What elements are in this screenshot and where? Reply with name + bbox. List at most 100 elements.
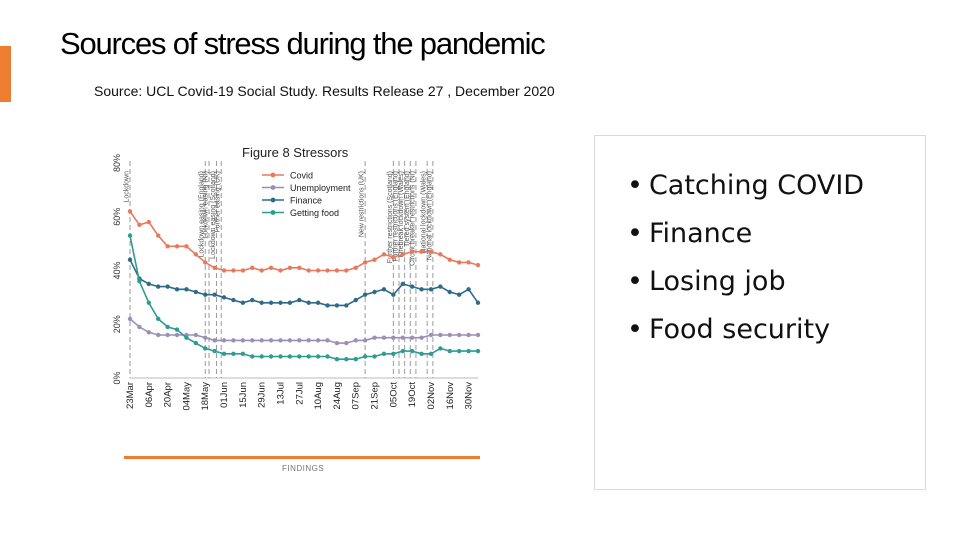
data-point — [221, 295, 227, 300]
data-point — [466, 260, 471, 265]
accent-bar — [0, 46, 11, 102]
data-point — [193, 252, 199, 257]
data-point — [409, 284, 415, 289]
data-point — [409, 348, 415, 354]
legend-entry: Unemployment — [290, 183, 351, 193]
x-tick-label: 13Jul — [275, 382, 286, 405]
x-tick-label: 15Jun — [238, 382, 249, 408]
data-point — [400, 281, 405, 287]
source-citation: Source: UCL Covid-19 Social Study. Resul… — [94, 83, 555, 99]
data-point — [438, 346, 443, 351]
data-point — [240, 338, 246, 343]
legend-entry: Covid — [290, 171, 313, 181]
data-point — [156, 233, 161, 238]
legend-swatch-marker — [270, 210, 276, 215]
data-point — [203, 346, 208, 351]
data-point — [456, 260, 462, 265]
data-point — [428, 249, 434, 254]
stressor-bullet: • Losing job — [627, 258, 864, 306]
data-point — [287, 354, 293, 359]
data-point — [221, 351, 227, 357]
data-point — [400, 335, 405, 340]
data-point — [409, 249, 415, 254]
data-point — [391, 335, 396, 340]
slide-title: Sources of stress during the pandemic — [60, 26, 546, 61]
data-point — [174, 332, 180, 338]
findings-rule — [124, 456, 480, 459]
data-point — [315, 300, 321, 305]
data-point — [475, 300, 481, 305]
data-point — [146, 219, 152, 225]
data-point — [203, 335, 208, 340]
data-point — [240, 351, 246, 357]
x-tick-label: 20Apr — [163, 382, 174, 407]
data-point — [203, 292, 208, 297]
data-point — [146, 281, 152, 287]
data-point — [184, 335, 189, 340]
data-point — [334, 268, 340, 273]
annotation-label: Further easing (UK) — [215, 171, 222, 232]
data-point — [362, 260, 368, 265]
legend-swatch-marker — [270, 172, 276, 178]
bullet-dot: • — [627, 218, 643, 249]
data-point — [428, 287, 434, 292]
stressors-chart: Figure 8 Stressors 0% 20% 40% 60% 80% Lockdown… — [100, 136, 490, 476]
data-point — [297, 354, 302, 359]
annotation-label: National lockdown (Wales) — [421, 171, 428, 254]
data-point — [306, 300, 311, 305]
data-point — [268, 338, 274, 343]
x-tick-label: 05Oct — [388, 382, 399, 408]
data-point — [419, 351, 424, 357]
data-point — [231, 297, 236, 303]
data-point — [419, 287, 424, 292]
data-point — [231, 268, 236, 273]
annotation-label: Lockdown easing (Scotland) — [210, 171, 217, 259]
data-point — [146, 330, 152, 335]
annotation-label: Tiered system (England) — [404, 171, 411, 247]
data-point — [297, 265, 302, 271]
x-tick-label: 27Jul — [294, 382, 305, 405]
data-point — [127, 316, 133, 322]
data-point — [362, 338, 368, 343]
data-point — [240, 268, 246, 273]
data-point — [297, 297, 302, 303]
data-point — [475, 348, 481, 354]
data-point — [156, 316, 161, 322]
x-tick-label: 01Jun — [219, 382, 230, 408]
data-point — [268, 354, 274, 359]
bullet-text: Finance — [648, 218, 753, 249]
data-point — [250, 338, 255, 343]
data-point — [428, 332, 434, 338]
chart-title: Figure 8 Stressors — [242, 145, 349, 160]
data-point — [278, 338, 283, 343]
y-tick-label: 80% — [112, 154, 122, 172]
data-point — [344, 268, 349, 273]
data-point — [259, 338, 264, 343]
bullet-text: Losing job — [648, 266, 786, 297]
data-point — [381, 335, 387, 340]
data-point — [353, 338, 358, 343]
data-point — [325, 303, 330, 308]
data-point — [456, 332, 462, 338]
data-point — [156, 332, 161, 338]
data-point — [344, 303, 349, 308]
data-point — [287, 265, 293, 271]
x-tick-label: 18May — [200, 382, 211, 411]
data-point — [334, 356, 340, 362]
x-tick-label: 29Jun — [257, 382, 268, 408]
data-point — [221, 268, 227, 273]
data-point — [127, 257, 133, 262]
y-tick-label: 20% — [112, 315, 122, 333]
data-point — [475, 332, 481, 338]
data-point — [325, 338, 330, 343]
data-point — [400, 252, 405, 257]
data-point — [362, 292, 368, 297]
data-point — [268, 265, 274, 271]
annotation-label: Circuit breaker restrictions (NI) — [409, 171, 416, 266]
bullet-dot: • — [627, 170, 643, 201]
data-point — [419, 335, 424, 340]
data-point — [137, 324, 142, 330]
annotation-label: New restrictions (UK) — [359, 171, 366, 237]
bullet-dot: • — [627, 266, 643, 297]
data-point — [250, 297, 255, 303]
